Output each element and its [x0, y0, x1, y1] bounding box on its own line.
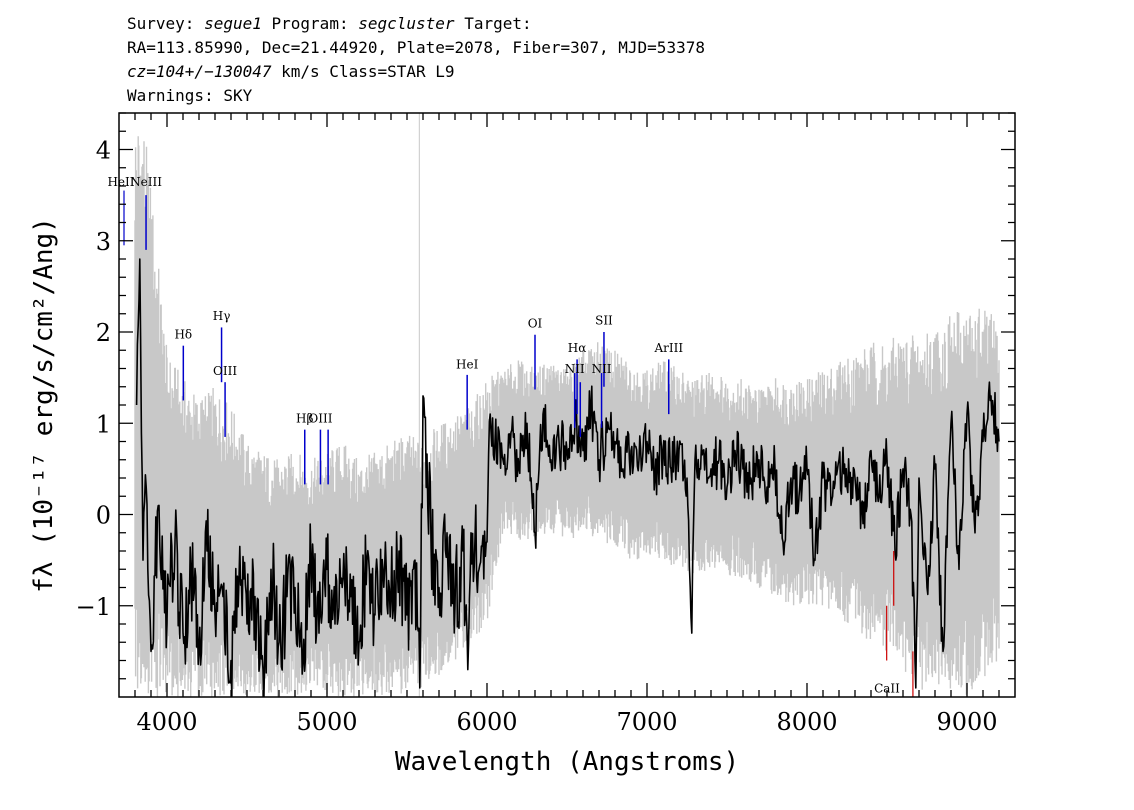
x-tick-label: 7000 — [616, 708, 677, 736]
spectral-line-labels: NeIIIHδHγOIIIHβOIIIHeIOINIIHαNIISIIArIII… — [107, 175, 900, 695]
flux-series — [135, 258, 1000, 697]
emission-line-label: ArIII — [653, 341, 683, 355]
error-series — [134, 136, 1000, 697]
y-tick-label: 4 — [96, 137, 111, 165]
axis-ticks — [119, 112, 1015, 697]
x-tick-label: 5000 — [296, 708, 357, 736]
header-line-survey: Survey: segue1 Program: segcluster Targe… — [127, 12, 705, 36]
header-line-redshift: cz=104+/−130047 km/s Class=STAR L9 — [127, 60, 705, 84]
target-label: Target: — [464, 14, 532, 33]
spectral-line-markers — [123, 190, 914, 697]
header-line-coordinates: RA=113.85990, Dec=21.44920, Plate=2078, … — [127, 38, 705, 57]
y-tick-label: −1 — [76, 593, 111, 621]
emission-line-label: Hγ — [213, 309, 231, 323]
x-tick-label: 4000 — [136, 708, 197, 736]
redshift-value: cz=104+/−130047 — [127, 62, 272, 81]
emission-line-label: NII — [592, 362, 612, 376]
emission-line-label: OIII — [213, 364, 237, 378]
flux-line — [135, 258, 1000, 697]
x-tick-label: 6000 — [456, 708, 517, 736]
emission-line-label: OIII — [308, 411, 332, 425]
emission-line-label: Hβ — [296, 411, 313, 425]
x-tick-label: 9000 — [936, 708, 997, 736]
emission-line-label: SII — [595, 314, 613, 328]
emission-line-label: HeII — [107, 175, 134, 189]
emission-line-label: Hδ — [174, 327, 192, 341]
x-axis-title: Wavelength (Angstroms) — [395, 747, 739, 777]
emission-line-label: NeIII — [130, 175, 162, 189]
header-line-warnings: Warnings: SKY — [127, 86, 253, 105]
x-tick-label: 8000 — [776, 708, 837, 736]
y-tick-label: 0 — [96, 502, 111, 530]
survey-value: segue1 — [204, 14, 262, 33]
emission-line-label: OI — [528, 316, 543, 330]
program-label: Program: — [271, 14, 349, 33]
emission-line-label: NII — [565, 362, 585, 376]
axis-tick-labels: 4000 5000 6000 7000 8000 9000 −1 0 1 2 3 4 — [76, 137, 998, 737]
absorption-line-label: CaII — [874, 681, 900, 695]
y-tick-label: 3 — [96, 228, 111, 256]
plot-area — [123, 113, 1000, 697]
emission-line-label: Hα — [568, 341, 587, 355]
y-tick-label: 2 — [96, 319, 111, 347]
tick-marks — [119, 112, 1015, 697]
error-band — [134, 136, 1000, 697]
y-tick-label: 1 — [96, 410, 111, 438]
emission-line-label: HeI — [456, 358, 479, 372]
y-axis-title-group: fλ (10⁻¹⁷ erg/s/cm²/Ang) — [29, 217, 59, 593]
program-value: segcluster — [358, 14, 455, 33]
y-axis-title: fλ (10⁻¹⁷ erg/s/cm²/Ang) — [29, 217, 59, 593]
survey-label: Survey: — [127, 14, 195, 33]
spectrum-header: Survey: segue1 Program: segcluster Targe… — [127, 12, 705, 108]
class-value: km/s Class=STAR L9 — [281, 62, 455, 81]
